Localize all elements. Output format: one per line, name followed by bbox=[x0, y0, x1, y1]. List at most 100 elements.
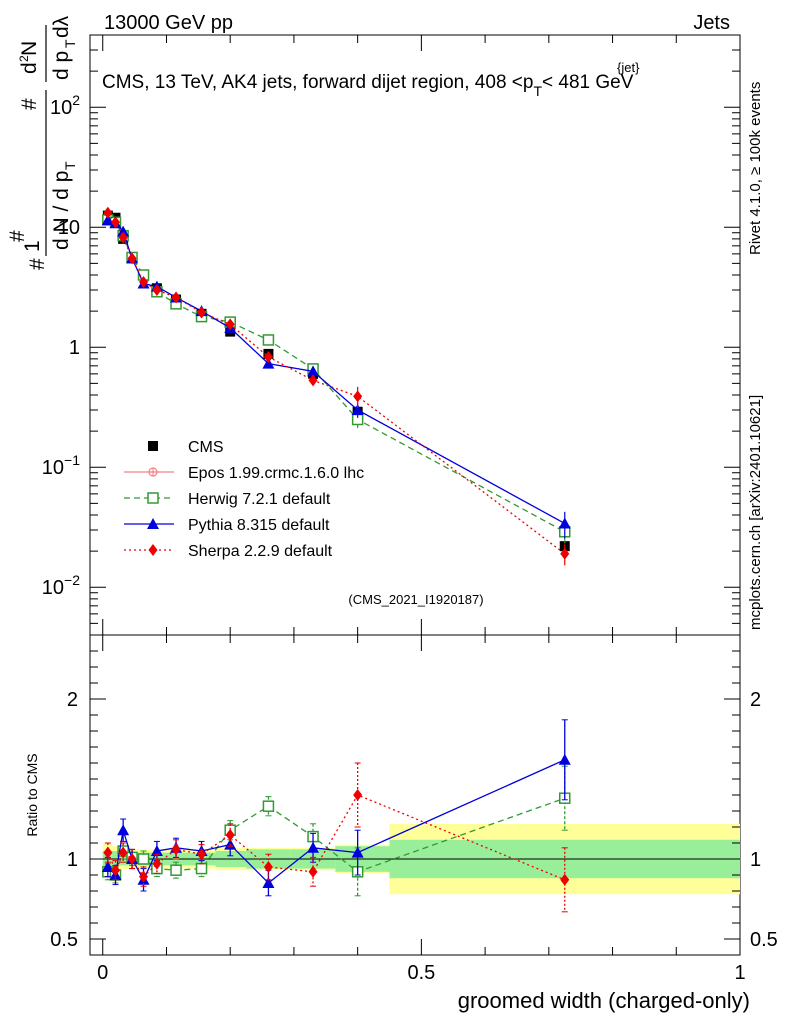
sherpa-point bbox=[118, 231, 128, 244]
y-tick-label: 10−1 bbox=[42, 452, 80, 479]
sherpa-point bbox=[560, 547, 570, 560]
y-ratio-tick-label-right: 1 bbox=[750, 849, 761, 871]
legend-item-cms: CMS bbox=[148, 439, 224, 456]
sherpa-point bbox=[103, 206, 113, 219]
y-ratio-tick-label: 1 bbox=[67, 849, 78, 871]
y-tick-label: 102 bbox=[50, 92, 80, 119]
svg-text:T: T bbox=[62, 161, 78, 170]
herwig-ratio-point bbox=[262, 800, 275, 812]
y-tick-base: 10 bbox=[42, 577, 64, 599]
sherpa-ratio-point bbox=[139, 870, 149, 883]
pythia-ratio-point bbox=[262, 877, 275, 888]
y-tick-base: 10 bbox=[42, 457, 64, 479]
x-tick-label: 0.5 bbox=[407, 962, 435, 984]
sherpa-point bbox=[263, 350, 273, 363]
sherpa-ratio-point bbox=[197, 848, 207, 861]
legend-item-epos: Epos 1.99.crmc.1.6.0 lhc bbox=[124, 465, 364, 482]
sherpa-point bbox=[225, 318, 235, 331]
pythia-ratio-point bbox=[351, 846, 364, 858]
sherpa-point bbox=[353, 390, 363, 403]
sherpa-ratio-point bbox=[127, 853, 137, 865]
title-main: CMS, 13 TeV, AK4 jets, forward dijet reg… bbox=[102, 72, 533, 93]
sherpa-line bbox=[107, 212, 566, 555]
title-sub: T bbox=[533, 83, 542, 99]
ratio-panel-frame bbox=[89, 634, 741, 956]
category-label: Jets bbox=[693, 12, 730, 34]
sherpa-ratio-point bbox=[263, 861, 273, 873]
y-axis-label-main: # 1 # d N / d p T # d 2 N d p T dλ bbox=[6, 15, 78, 270]
pythia-ratio-point bbox=[101, 861, 114, 872]
herwig-ratio-point bbox=[170, 864, 182, 876]
legend-marker bbox=[147, 518, 159, 529]
series-ratio-panel bbox=[101, 719, 571, 913]
y-tick-exponent: −2 bbox=[64, 572, 80, 588]
svg-text:d: d bbox=[18, 62, 41, 74]
svg-text:N: N bbox=[18, 41, 41, 56]
y-tick-exponent: 2 bbox=[72, 92, 80, 108]
legend-item-herwig: Herwig 7.2.1 default bbox=[124, 491, 331, 508]
legend-item-pythia: Pythia 8.315 default bbox=[124, 517, 330, 534]
sherpa-point bbox=[110, 216, 120, 229]
sherpa-point bbox=[127, 252, 137, 265]
sherpa-ratio-point bbox=[308, 865, 318, 878]
legend-marker bbox=[147, 492, 159, 504]
legend-label: Sherpa 2.2.9 default bbox=[188, 543, 333, 560]
svg-text:#: # bbox=[26, 258, 49, 270]
pythia-point bbox=[307, 365, 320, 377]
legend-label: Epos 1.99.crmc.1.6.0 lhc bbox=[188, 465, 364, 482]
herwig-ratio-point bbox=[195, 862, 208, 875]
y-tick-base: 10 bbox=[58, 217, 80, 239]
sherpa-ratio-point bbox=[353, 789, 363, 801]
y-tick-exponent: −1 bbox=[64, 452, 80, 468]
pythia-point bbox=[558, 517, 571, 529]
svg-text:T: T bbox=[62, 39, 78, 48]
legend-label: CMS bbox=[188, 439, 224, 456]
pythia-ratio-point bbox=[307, 841, 320, 853]
svg-text:d N / d p: d N / d p bbox=[50, 171, 73, 250]
pythia-ratio-point bbox=[558, 753, 571, 765]
sherpa-ratio-point bbox=[103, 846, 113, 859]
x-tick-label: 1 bbox=[734, 962, 745, 984]
plot-title: CMS, 13 TeV, AK4 jets, forward dijet reg… bbox=[102, 60, 640, 99]
svg-text:#: # bbox=[18, 98, 41, 110]
y-tick-base: 1 bbox=[69, 337, 80, 359]
y-tick-label: 1 bbox=[69, 337, 80, 359]
pythia-ratio-point bbox=[150, 845, 163, 856]
y-ratio-tick-label: 2 bbox=[67, 689, 78, 711]
legend: CMS Epos 1.99.crmc.1.6.0 lhc Herwig 7.2.1 … bbox=[124, 439, 364, 560]
x-axis-label: groomed width (charged-only) bbox=[458, 988, 750, 1013]
herwig-ratio-point bbox=[137, 853, 150, 865]
sherpa-point bbox=[139, 275, 149, 288]
pythia-point bbox=[351, 403, 364, 415]
y-tick-label: 10−2 bbox=[42, 572, 80, 599]
pythia-point bbox=[262, 357, 275, 369]
title-end: < 481 GeV bbox=[542, 72, 634, 93]
svg-text:1: 1 bbox=[21, 240, 44, 252]
legend-marker bbox=[148, 544, 158, 556]
sherpa-point bbox=[171, 291, 181, 304]
y-ratio-tick-label-right: 0.5 bbox=[750, 929, 778, 951]
svg-text:dλ: dλ bbox=[50, 15, 73, 38]
pythia-point bbox=[117, 225, 130, 237]
y-axis-label-ratio: Ratio to CMS bbox=[24, 753, 40, 836]
sherpa-point bbox=[152, 283, 162, 296]
sherpa-ratio-point bbox=[118, 846, 128, 859]
sherpa-point bbox=[308, 374, 318, 387]
legend-label: Herwig 7.2.1 default bbox=[188, 491, 331, 508]
pythia-ratio-point bbox=[117, 824, 130, 836]
sherpa-ratio-point bbox=[110, 864, 120, 877]
svg-text:#: # bbox=[6, 230, 29, 242]
sherpa-ratio-point bbox=[225, 829, 235, 841]
y-tick-base: 10 bbox=[50, 97, 72, 119]
energy-label: 13000 GeV pp bbox=[104, 12, 233, 34]
herwig-line bbox=[107, 219, 566, 533]
y-ratio-tick-label-right: 2 bbox=[750, 689, 761, 711]
herwig-point bbox=[262, 334, 275, 346]
legend-label: Pythia 8.315 default bbox=[188, 517, 330, 534]
sherpa-ratio-point bbox=[152, 857, 162, 870]
y-ratio-tick-label: 0.5 bbox=[50, 929, 78, 951]
rivet-version-label: Rivet 4.1.0, ≥ 100k events bbox=[747, 82, 764, 255]
uncertainty-bands bbox=[90, 823, 740, 895]
